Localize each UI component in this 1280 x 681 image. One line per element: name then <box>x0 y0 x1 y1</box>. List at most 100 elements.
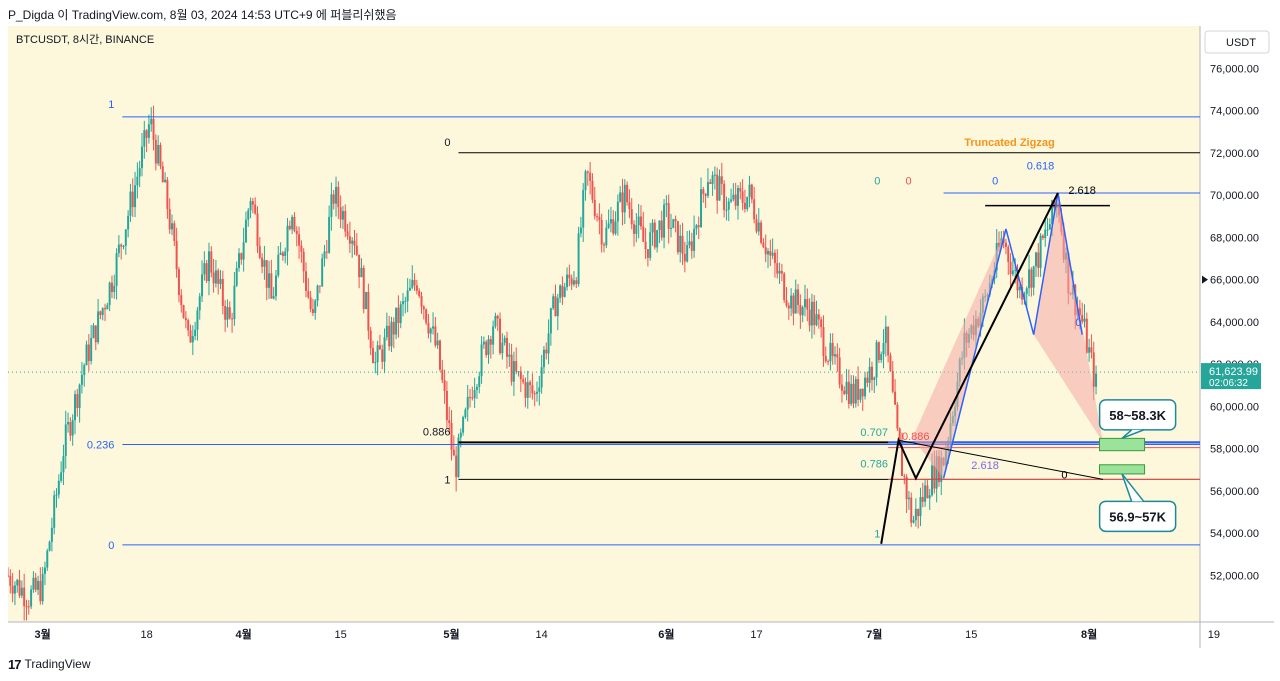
chart-area[interactable]: BTCUSDT, 8시간, BINANCE USDT 52,000.00 54,000… <box>7 26 1274 648</box>
candle-body <box>623 184 626 213</box>
candle-body <box>559 285 562 299</box>
symbol-title: BTCUSDT, 8시간, BINANCE <box>16 33 154 46</box>
candle-body <box>330 194 333 217</box>
candle-body <box>609 219 612 224</box>
price-chart[interactable]: BTCUSDT, 8시간, BINANCE USDT 52,000.00 54,000… <box>7 26 1274 648</box>
candle-body <box>348 236 351 244</box>
candle-body <box>864 377 867 397</box>
candle-body <box>300 245 303 252</box>
candle-body <box>593 199 596 217</box>
candle-body <box>258 246 261 258</box>
candle-body <box>1092 352 1095 387</box>
candle-body <box>607 223 610 228</box>
candle-body <box>727 201 730 210</box>
candle-body <box>831 342 834 357</box>
candle-body <box>1039 235 1042 268</box>
candle-body <box>1081 314 1084 322</box>
target-zone <box>1099 437 1146 452</box>
candle-body <box>360 267 363 278</box>
callout-pointer <box>1121 429 1144 440</box>
candle-body <box>665 203 668 205</box>
candle-body <box>570 278 573 285</box>
candle-body <box>1088 347 1091 353</box>
candle-body <box>614 221 617 234</box>
candle-body <box>877 342 880 361</box>
callout-label: 56.9~57K <box>1109 509 1166 524</box>
candle-body <box>413 279 416 286</box>
fib-blue-label: 0.236 <box>87 439 115 451</box>
candle-body <box>540 367 543 388</box>
fib-blue-label: 0 <box>108 540 114 552</box>
candle-body <box>53 495 56 528</box>
candle-body <box>346 231 349 237</box>
candle-body <box>321 258 324 287</box>
harmonic-label: 2.618 <box>971 460 999 472</box>
candle-body <box>1025 288 1028 294</box>
candle-body <box>242 242 245 260</box>
candle-body <box>762 242 765 248</box>
candle-body <box>143 130 146 147</box>
candle-body <box>769 250 772 256</box>
candle-body <box>760 222 763 243</box>
candle-body <box>757 222 760 232</box>
candle-body <box>344 211 347 232</box>
x-tick-label: 5월 <box>443 627 459 641</box>
candle-body <box>207 251 210 281</box>
candle-body <box>418 290 421 296</box>
candle-body <box>339 207 342 220</box>
callout-pointer <box>1121 473 1145 502</box>
candle-body <box>898 428 901 446</box>
candle-body <box>834 354 837 357</box>
candle-body <box>432 326 435 329</box>
candle-body <box>104 308 107 310</box>
candle-body <box>309 297 312 310</box>
candle-body <box>92 325 95 338</box>
candle-body <box>277 254 280 276</box>
candle-body <box>605 227 608 246</box>
candle-body <box>383 337 386 362</box>
candle-body <box>741 191 744 203</box>
candle-body <box>820 319 823 328</box>
candle-body <box>161 166 164 183</box>
candle-body <box>120 244 123 247</box>
candle-body <box>773 252 776 264</box>
harmonic-pattern-fill <box>1033 192 1103 443</box>
harmonic-label: 1 <box>874 528 880 540</box>
candle-body <box>210 251 213 273</box>
candle-body <box>231 318 234 320</box>
candle-body <box>750 184 753 200</box>
candle-body <box>561 285 564 297</box>
candle-body <box>254 204 257 214</box>
candle-body <box>244 219 247 243</box>
candle-body <box>880 354 883 361</box>
zigzag-line <box>898 439 1104 480</box>
candle-body <box>265 260 268 288</box>
candle-body <box>529 382 532 386</box>
candle-body <box>32 577 35 590</box>
candle-body <box>378 345 381 350</box>
candle-body <box>261 257 264 267</box>
candle-body <box>429 328 432 334</box>
candle-body <box>512 361 515 382</box>
candle-body <box>90 337 93 362</box>
candle-body <box>13 585 16 594</box>
candle-body <box>785 300 788 306</box>
candle-body <box>438 340 441 370</box>
candle-body <box>184 317 187 321</box>
candle-body <box>117 244 120 254</box>
x-tick-label: 4월 <box>236 627 252 641</box>
candle-body <box>233 285 236 320</box>
candle-body <box>464 409 467 418</box>
candle-body <box>455 455 458 478</box>
candle-body <box>480 344 483 377</box>
candle-body <box>196 310 199 330</box>
candle-body <box>122 245 125 247</box>
candle-body <box>1051 200 1054 225</box>
harmonic-label: 0.786 <box>860 459 888 471</box>
candle-body <box>501 342 504 354</box>
callout-label: 58~58.3K <box>1109 408 1166 423</box>
candle-body <box>817 314 820 320</box>
candle-body <box>725 209 728 211</box>
candle-body <box>318 285 321 287</box>
candle-body <box>903 475 906 477</box>
